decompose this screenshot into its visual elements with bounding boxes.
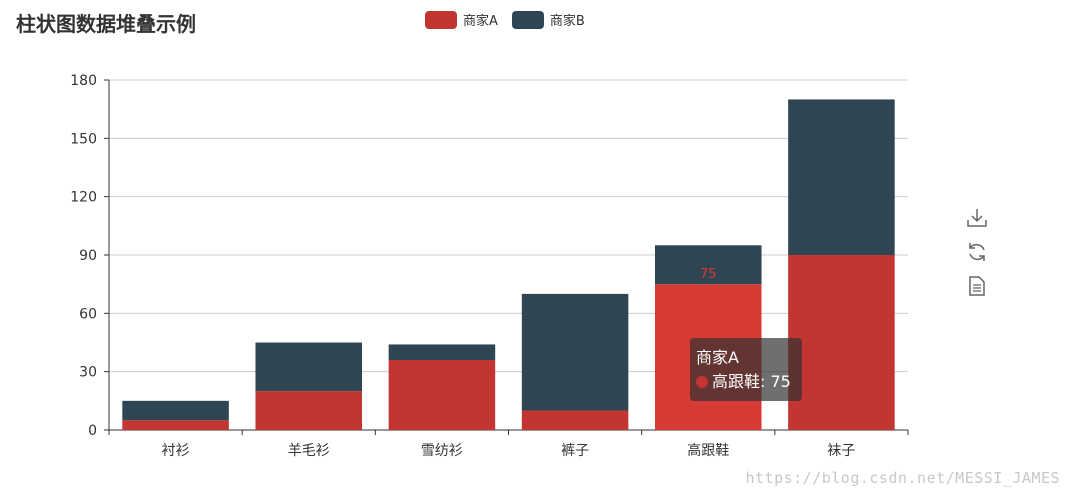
y-tick-label: 180 bbox=[70, 73, 97, 89]
x-tick-label: 裤子 bbox=[561, 443, 589, 459]
data-label: 75 bbox=[700, 267, 717, 282]
bar-series-b bbox=[255, 342, 363, 392]
y-tick-label: 30 bbox=[79, 365, 97, 381]
bar-series-a bbox=[122, 420, 229, 430]
data-view-icon bbox=[969, 276, 985, 296]
y-tick-label: 90 bbox=[79, 248, 97, 264]
y-tick-label: 120 bbox=[70, 190, 97, 206]
download-icon bbox=[967, 209, 987, 227]
refresh-icon bbox=[969, 243, 985, 261]
x-tick-label: 袜子 bbox=[827, 443, 855, 459]
legend-swatch-series-a bbox=[425, 10, 457, 29]
bar-series-a bbox=[788, 255, 895, 430]
y-tick-label: 150 bbox=[70, 131, 97, 147]
x-tick-label: 羊毛衫 bbox=[288, 443, 330, 459]
bar-series-a bbox=[388, 360, 496, 430]
legend-label-series-b: 商家B bbox=[549, 14, 585, 29]
bar-series-b bbox=[122, 400, 229, 421]
tooltip: 商家A 高跟鞋: 75 bbox=[690, 338, 802, 401]
tooltip-item-text: 高跟鞋: 75 bbox=[712, 372, 791, 391]
chart-title: 柱状图数据堆叠示例 bbox=[16, 12, 196, 36]
y-tick-label: 0 bbox=[88, 423, 97, 439]
legend-label-series-a: 商家A bbox=[463, 14, 498, 29]
bar-series-a bbox=[521, 410, 629, 430]
x-tick-label: 高跟鞋 bbox=[687, 442, 729, 459]
x-tick-label: 雪纺衫 bbox=[421, 443, 463, 459]
restore-button[interactable] bbox=[962, 240, 992, 264]
legend-item-series-a[interactable]: 商家A bbox=[425, 10, 498, 29]
legend-item-series-b[interactable]: 商家B bbox=[511, 10, 585, 29]
bar-series-b bbox=[388, 344, 496, 360]
save-image-button[interactable] bbox=[962, 206, 992, 230]
data-view-button[interactable] bbox=[962, 274, 992, 298]
toolbox bbox=[962, 206, 992, 298]
legend-swatch-series-b bbox=[511, 10, 544, 29]
bar-series-a bbox=[255, 391, 363, 430]
x-tick-label: 衬衫 bbox=[162, 443, 190, 459]
y-tick-label: 60 bbox=[79, 306, 97, 322]
legend: 商家A 商家B bbox=[425, 10, 585, 29]
bar-series-b bbox=[654, 245, 762, 285]
watermark: https://blog.csdn.net/MESSI_JAMES bbox=[745, 469, 1060, 487]
bar-series-b bbox=[788, 99, 895, 255]
tooltip-series-name: 商家A bbox=[696, 348, 739, 367]
bar-series-b bbox=[521, 293, 629, 411]
tooltip-dot bbox=[696, 376, 708, 388]
tooltip-row: 高跟鞋: 75 bbox=[696, 370, 796, 394]
